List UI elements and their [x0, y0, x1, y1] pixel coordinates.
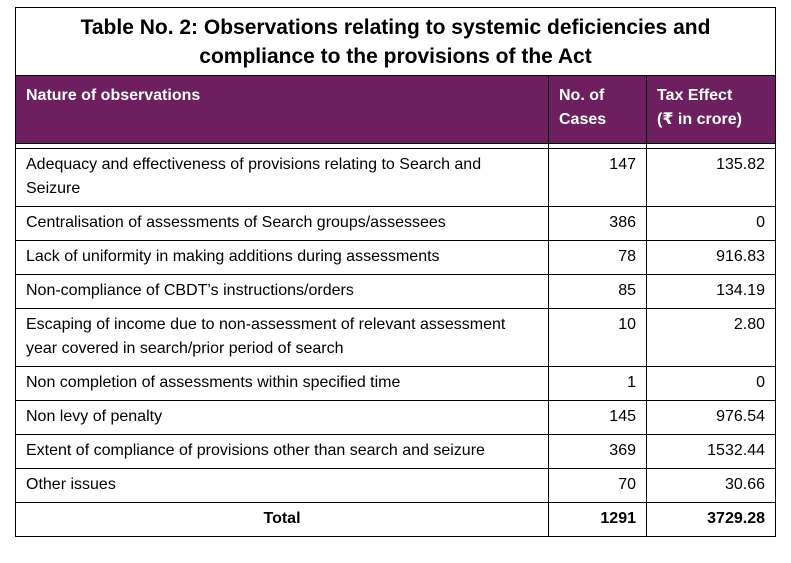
header-cases-line-2: Cases — [559, 111, 607, 128]
row-nature: Non completion of assessments within spe… — [15, 366, 549, 401]
row-tax: 916.83 — [646, 240, 776, 275]
header-cases: No. of Cases — [548, 75, 647, 144]
table-row: Lack of uniformity in making additions d… — [15, 240, 776, 275]
row-tax: 976.54 — [646, 400, 776, 435]
row-nature: Extent of compliance of provisions other… — [15, 434, 549, 469]
table-row: Centralisation of assessments of Search … — [15, 206, 776, 241]
row-cases: 85 — [548, 274, 647, 309]
table-title: Table No. 2: Observations relating to sy… — [15, 7, 776, 76]
row-tax: 0 — [646, 366, 776, 401]
header-tax-line-2: (₹ in crore) — [657, 111, 742, 128]
row-cases: 78 — [548, 240, 647, 275]
table-title-line-2: compliance to the provisions of the Act — [199, 45, 592, 68]
table-row: Adequacy and effectiveness of provisions… — [15, 148, 776, 207]
table-title-line-1: Table No. 2: Observations relating to sy… — [80, 16, 711, 39]
row-nature: Non levy of penalty — [15, 400, 549, 435]
row-nature: Other issues — [15, 468, 549, 503]
header-tax-line-1: Tax Effect — [657, 87, 733, 104]
row-cases: 147 — [548, 148, 647, 207]
total-row: Total 1291 3729.28 — [15, 502, 776, 537]
row-nature: Lack of uniformity in making additions d… — [15, 240, 549, 275]
row-nature: Non-compliance of CBDT’s instructions/or… — [15, 274, 549, 309]
header-tax: Tax Effect (₹ in crore) — [646, 75, 776, 144]
row-nature: Adequacy and effectiveness of provisions… — [15, 148, 549, 207]
row-nature: Centralisation of assessments of Search … — [15, 206, 549, 241]
table-row: Non completion of assessments within spe… — [15, 366, 776, 401]
header-cases-line-1: No. of — [559, 87, 605, 104]
observations-table: Table No. 2: Observations relating to sy… — [15, 7, 776, 537]
table-row: Escaping of income due to non-assessment… — [15, 308, 776, 367]
row-tax: 1532.44 — [646, 434, 776, 469]
observations-table-container: Table No. 2: Observations relating to sy… — [15, 7, 776, 537]
row-nature: Escaping of income due to non-assessment… — [15, 308, 549, 367]
header-row: Nature of observations No. of Cases Tax … — [15, 75, 776, 144]
row-cases: 10 — [548, 308, 647, 367]
row-tax: 0 — [646, 206, 776, 241]
row-tax: 30.66 — [646, 468, 776, 503]
table-row: Other issues 70 30.66 — [15, 468, 776, 503]
total-label: Total — [15, 502, 549, 537]
row-tax: 2.80 — [646, 308, 776, 367]
row-cases: 369 — [548, 434, 647, 469]
row-cases: 1 — [548, 366, 647, 401]
table-row: Non levy of penalty 145 976.54 — [15, 400, 776, 435]
row-cases: 145 — [548, 400, 647, 435]
total-cases: 1291 — [548, 502, 647, 537]
row-tax: 134.19 — [646, 274, 776, 309]
row-tax: 135.82 — [646, 148, 776, 207]
row-cases: 70 — [548, 468, 647, 503]
table-row: Extent of compliance of provisions other… — [15, 434, 776, 469]
row-cases: 386 — [548, 206, 647, 241]
header-nature: Nature of observations — [15, 75, 549, 144]
table-row: Non-compliance of CBDT’s instructions/or… — [15, 274, 776, 309]
total-tax: 3729.28 — [646, 502, 776, 537]
